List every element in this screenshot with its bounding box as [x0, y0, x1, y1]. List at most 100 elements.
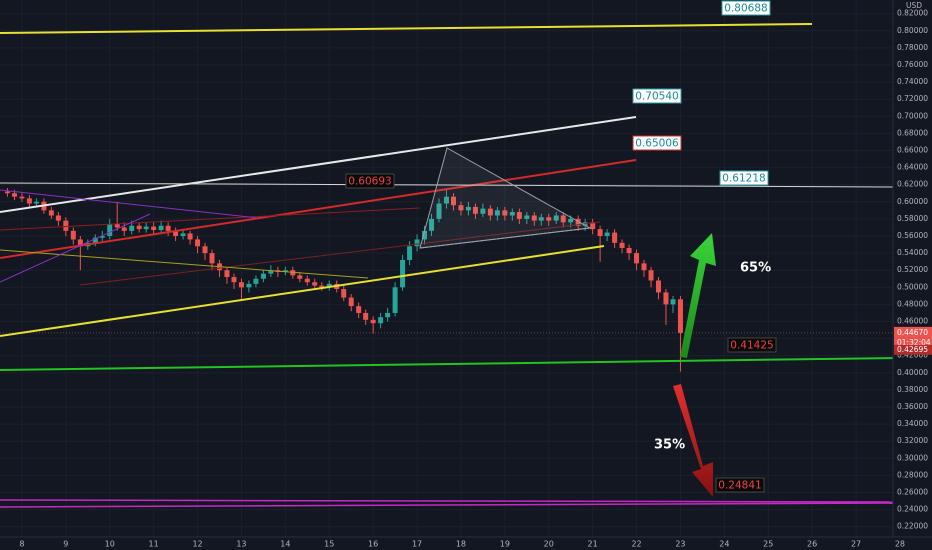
- candle-body: [648, 270, 654, 281]
- support-line: [0, 357, 898, 371]
- trend-line: [0, 159, 637, 259]
- candle-body: [450, 196, 456, 206]
- candle-body: [55, 215, 61, 221]
- y-tick-label: 0.72000: [897, 94, 928, 103]
- candle-body: [429, 218, 435, 231]
- up-arrow: [680, 233, 716, 358]
- price-tag: [894, 326, 932, 338]
- x-tick-label: 14: [280, 540, 290, 549]
- x-tick-label: 16: [368, 540, 378, 549]
- candle-body: [509, 212, 515, 216]
- candle-body: [656, 280, 662, 293]
- candle-body: [224, 270, 230, 278]
- triangle-edge: [419, 227, 591, 249]
- candle-body: [414, 239, 420, 247]
- price-tag-label: 0.44670: [897, 328, 928, 337]
- currency: USD: [906, 1, 922, 10]
- y-tick-label: 0.74000: [897, 77, 928, 86]
- candle-body: [282, 270, 288, 272]
- label-box: [345, 173, 395, 189]
- candle-body: [319, 285, 325, 288]
- annotation-labels: 0.80688 0.70540 0.65006 0.60693 0.61218 …: [345, 0, 777, 493]
- percent-label: 35%: [654, 438, 685, 453]
- trend-line: [0, 245, 605, 337]
- x-tick-label: 20: [544, 540, 554, 549]
- candle-body: [531, 215, 537, 221]
- axis-background: [893, 0, 932, 550]
- y-tick-label: 0.30000: [897, 453, 928, 462]
- candle-body: [173, 230, 179, 237]
- candle-body: [553, 215, 559, 221]
- price-annotation: 0.41425: [730, 340, 773, 352]
- candle-body: [151, 226, 157, 231]
- candle-body: [370, 319, 376, 324]
- y-tick-label: 0.76000: [897, 60, 928, 69]
- percent-label: 65%: [740, 261, 771, 276]
- candle-body: [597, 229, 603, 237]
- candle-body: [92, 237, 98, 243]
- candle-body: [202, 246, 208, 254]
- candle-body: [436, 203, 442, 219]
- candle-body: [99, 236, 105, 238]
- y-tick-label: 0.46000: [897, 317, 928, 326]
- candle-body: [626, 247, 632, 254]
- candle-body: [312, 282, 318, 286]
- candle-body: [472, 206, 478, 214]
- y-tick-label: 0.52000: [897, 265, 928, 274]
- y-tick-label: 0.78000: [897, 43, 928, 52]
- candle-body: [356, 306, 362, 313]
- y-tick-label: 0.64000: [897, 163, 928, 172]
- trend-line: [0, 23, 813, 34]
- candle-body: [400, 259, 406, 288]
- candle-body: [195, 239, 201, 247]
- candle-body: [238, 282, 244, 288]
- candle-body: [158, 225, 164, 231]
- candle-body: [480, 208, 486, 214]
- candle-body: [48, 210, 54, 216]
- y-tick-label: 0.40000: [897, 368, 928, 377]
- y-tick-label: 0.60000: [897, 197, 928, 206]
- candle-body: [209, 253, 215, 264]
- support-line: [0, 502, 898, 508]
- candle-body: [268, 270, 274, 274]
- price-annotation: 0.61218: [722, 173, 765, 185]
- candle-body: [538, 217, 544, 221]
- x-tick-label: 27: [851, 540, 861, 549]
- trend-line: [0, 213, 151, 283]
- candle-body: [641, 263, 647, 271]
- y-tick-label: 0.82000: [897, 9, 928, 18]
- candle-body: [304, 278, 310, 283]
- candle-body: [341, 289, 347, 298]
- price-annotation: 0.24841: [718, 480, 761, 492]
- y-tick-label: 0.58000: [897, 214, 928, 223]
- candle-body: [487, 208, 493, 216]
- candle-body: [121, 227, 127, 231]
- candle-body: [378, 317, 384, 324]
- candle-body: [253, 278, 259, 284]
- y-tick-label: 0.68000: [897, 128, 928, 137]
- candle-body: [634, 253, 640, 264]
- candle-body: [465, 206, 471, 211]
- candle-body: [494, 210, 500, 216]
- y-tick-label: 0.36000: [897, 402, 928, 411]
- y-tick-label: 0.22000: [897, 522, 928, 531]
- y-tick-label: 0.66000: [897, 145, 928, 154]
- candles: [4, 188, 683, 372]
- support-line: [0, 499, 898, 503]
- trend-line: [0, 116, 637, 213]
- x-tick-label: 12: [192, 540, 202, 549]
- down-arrow: [673, 384, 713, 497]
- y-tick-label: 0.48000: [897, 299, 928, 308]
- candle-body: [392, 287, 398, 313]
- trend-line: [0, 189, 259, 219]
- candle-body: [422, 230, 428, 240]
- x-tick-label: 24: [719, 540, 729, 549]
- x-tick-label: 9: [63, 540, 68, 549]
- candle-body: [136, 225, 142, 230]
- x-tick-label: 26: [807, 540, 817, 549]
- x-tick-label: 18: [456, 540, 466, 549]
- x-tick-label: 15: [324, 540, 334, 549]
- price-annotation: 0.60693: [348, 176, 391, 188]
- candle-body: [677, 299, 683, 333]
